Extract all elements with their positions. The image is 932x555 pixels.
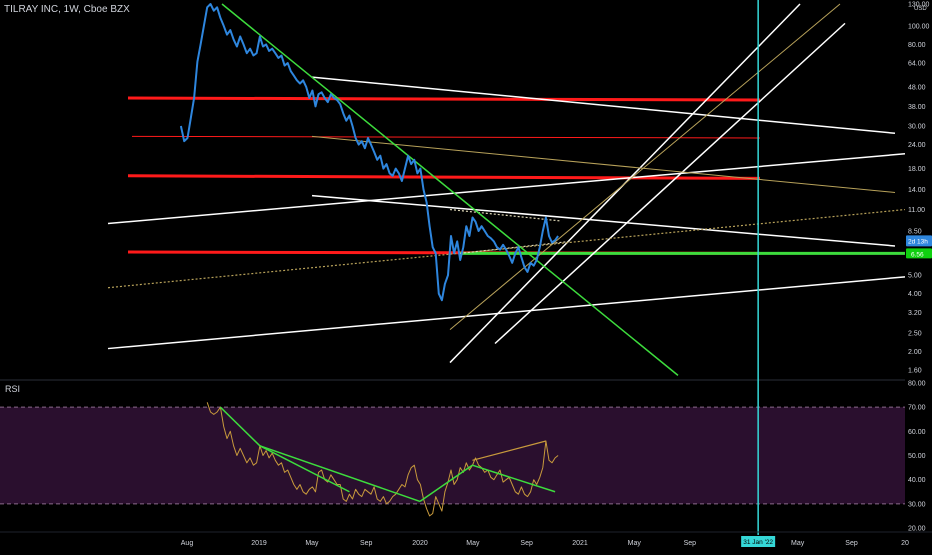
dotted-trend-line bbox=[449, 3, 841, 330]
symbol-title: TILRAY INC, 1W, Cboe BZX bbox=[4, 4, 130, 15]
date-marker-badge-label: 31 Jan '22 bbox=[743, 539, 773, 546]
price-axis-tick: 11.00 bbox=[908, 207, 925, 214]
dotted-trend-line bbox=[449, 208, 561, 222]
time-axis-tick: 2021 bbox=[572, 540, 588, 547]
price-axis-tick: 18.00 bbox=[908, 166, 926, 173]
price-axis-tick: 14.00 bbox=[908, 187, 926, 194]
current-price-badge-label: 2d 13h bbox=[908, 238, 928, 245]
price-axis-tick: 64.00 bbox=[908, 60, 926, 67]
time-axis-tick: Sep bbox=[845, 540, 858, 547]
rsi-panel-title: RSI bbox=[5, 384, 21, 394]
red-level-line bbox=[131, 135, 761, 139]
time-axis-tick: May bbox=[628, 540, 642, 547]
green-trend-line bbox=[221, 3, 679, 376]
time-axis-tick: 2019 bbox=[251, 540, 267, 547]
time-axis-tick: 20 bbox=[901, 540, 909, 547]
price-axis-tick: 5.00 bbox=[908, 273, 922, 280]
price-axis-tick: 80.00 bbox=[908, 42, 926, 49]
white-trend-line bbox=[311, 194, 896, 247]
time-axis-tick: Sep bbox=[520, 540, 533, 547]
time-axis-tick: May bbox=[305, 540, 319, 547]
time-axis-tick: 2020 bbox=[412, 540, 428, 547]
green-level-badge-label: 6.56 bbox=[911, 251, 924, 258]
drawings bbox=[107, 3, 920, 376]
rsi-band bbox=[0, 407, 905, 504]
rsi-line bbox=[206, 402, 559, 517]
green-level-badge bbox=[906, 248, 932, 259]
price-axis-background bbox=[905, 0, 932, 550]
time-axis-tick: Sep bbox=[684, 540, 697, 547]
price-axis-tick: 2.00 bbox=[908, 349, 922, 356]
price-axis-unit: USD bbox=[914, 6, 927, 12]
rsi-axis-tick: 40.00 bbox=[908, 477, 926, 484]
price-axis-tick: 130.00 bbox=[908, 2, 930, 9]
price-axis-tick: 100.00 bbox=[908, 23, 930, 30]
price-axis-tick: 48.00 bbox=[908, 84, 926, 91]
rsi-green-trend-line bbox=[419, 464, 473, 503]
white-trend-line bbox=[107, 276, 906, 350]
rsi-green-trend-line bbox=[259, 445, 421, 503]
price-line bbox=[179, 3, 559, 302]
time-axis-tick: May bbox=[466, 540, 480, 547]
rsi-green-trend-line bbox=[259, 445, 350, 493]
dotted-trend-line bbox=[311, 135, 896, 193]
time-axis-tick: Aug bbox=[181, 540, 194, 547]
white-trend-line bbox=[311, 76, 896, 135]
time-axis-tick: Sep bbox=[360, 540, 373, 547]
rsi-axis-tick: 50.00 bbox=[908, 453, 926, 460]
time-axis-tick: May bbox=[791, 540, 805, 547]
rsi-axis-tick: 60.00 bbox=[908, 429, 926, 436]
rsi-drawings bbox=[219, 406, 556, 503]
price-axis-tick: 38.00 bbox=[908, 104, 926, 111]
price-axis-tick: 1.60 bbox=[908, 368, 922, 375]
red-level-line bbox=[127, 96, 761, 102]
rsi-axis-tick: 30.00 bbox=[908, 501, 926, 508]
rsi-axis-tick: 20.00 bbox=[908, 526, 926, 533]
price-axis-tick: 4.00 bbox=[908, 291, 922, 298]
price-axis-tick: 8.50 bbox=[908, 229, 922, 236]
price-axis-tick: 2.50 bbox=[908, 330, 922, 337]
channel-lower-line bbox=[494, 22, 846, 345]
rsi-axis-tick: 80.00 bbox=[908, 381, 926, 388]
current-price-badge bbox=[906, 235, 932, 247]
price-axis-tick: 24.00 bbox=[908, 142, 926, 149]
white-trend-line bbox=[107, 153, 906, 225]
date-marker-badge bbox=[741, 536, 776, 547]
rsi-axis-tick: 70.00 bbox=[908, 405, 926, 412]
price-axis-tick: 3.20 bbox=[908, 310, 922, 317]
rsi-green-trend-line bbox=[472, 464, 556, 493]
red-level-line bbox=[127, 174, 761, 180]
rsi-green-trend-line bbox=[219, 406, 261, 447]
rsi-divergence-line bbox=[472, 440, 547, 461]
price-axis-tick: 30.00 bbox=[908, 124, 926, 131]
